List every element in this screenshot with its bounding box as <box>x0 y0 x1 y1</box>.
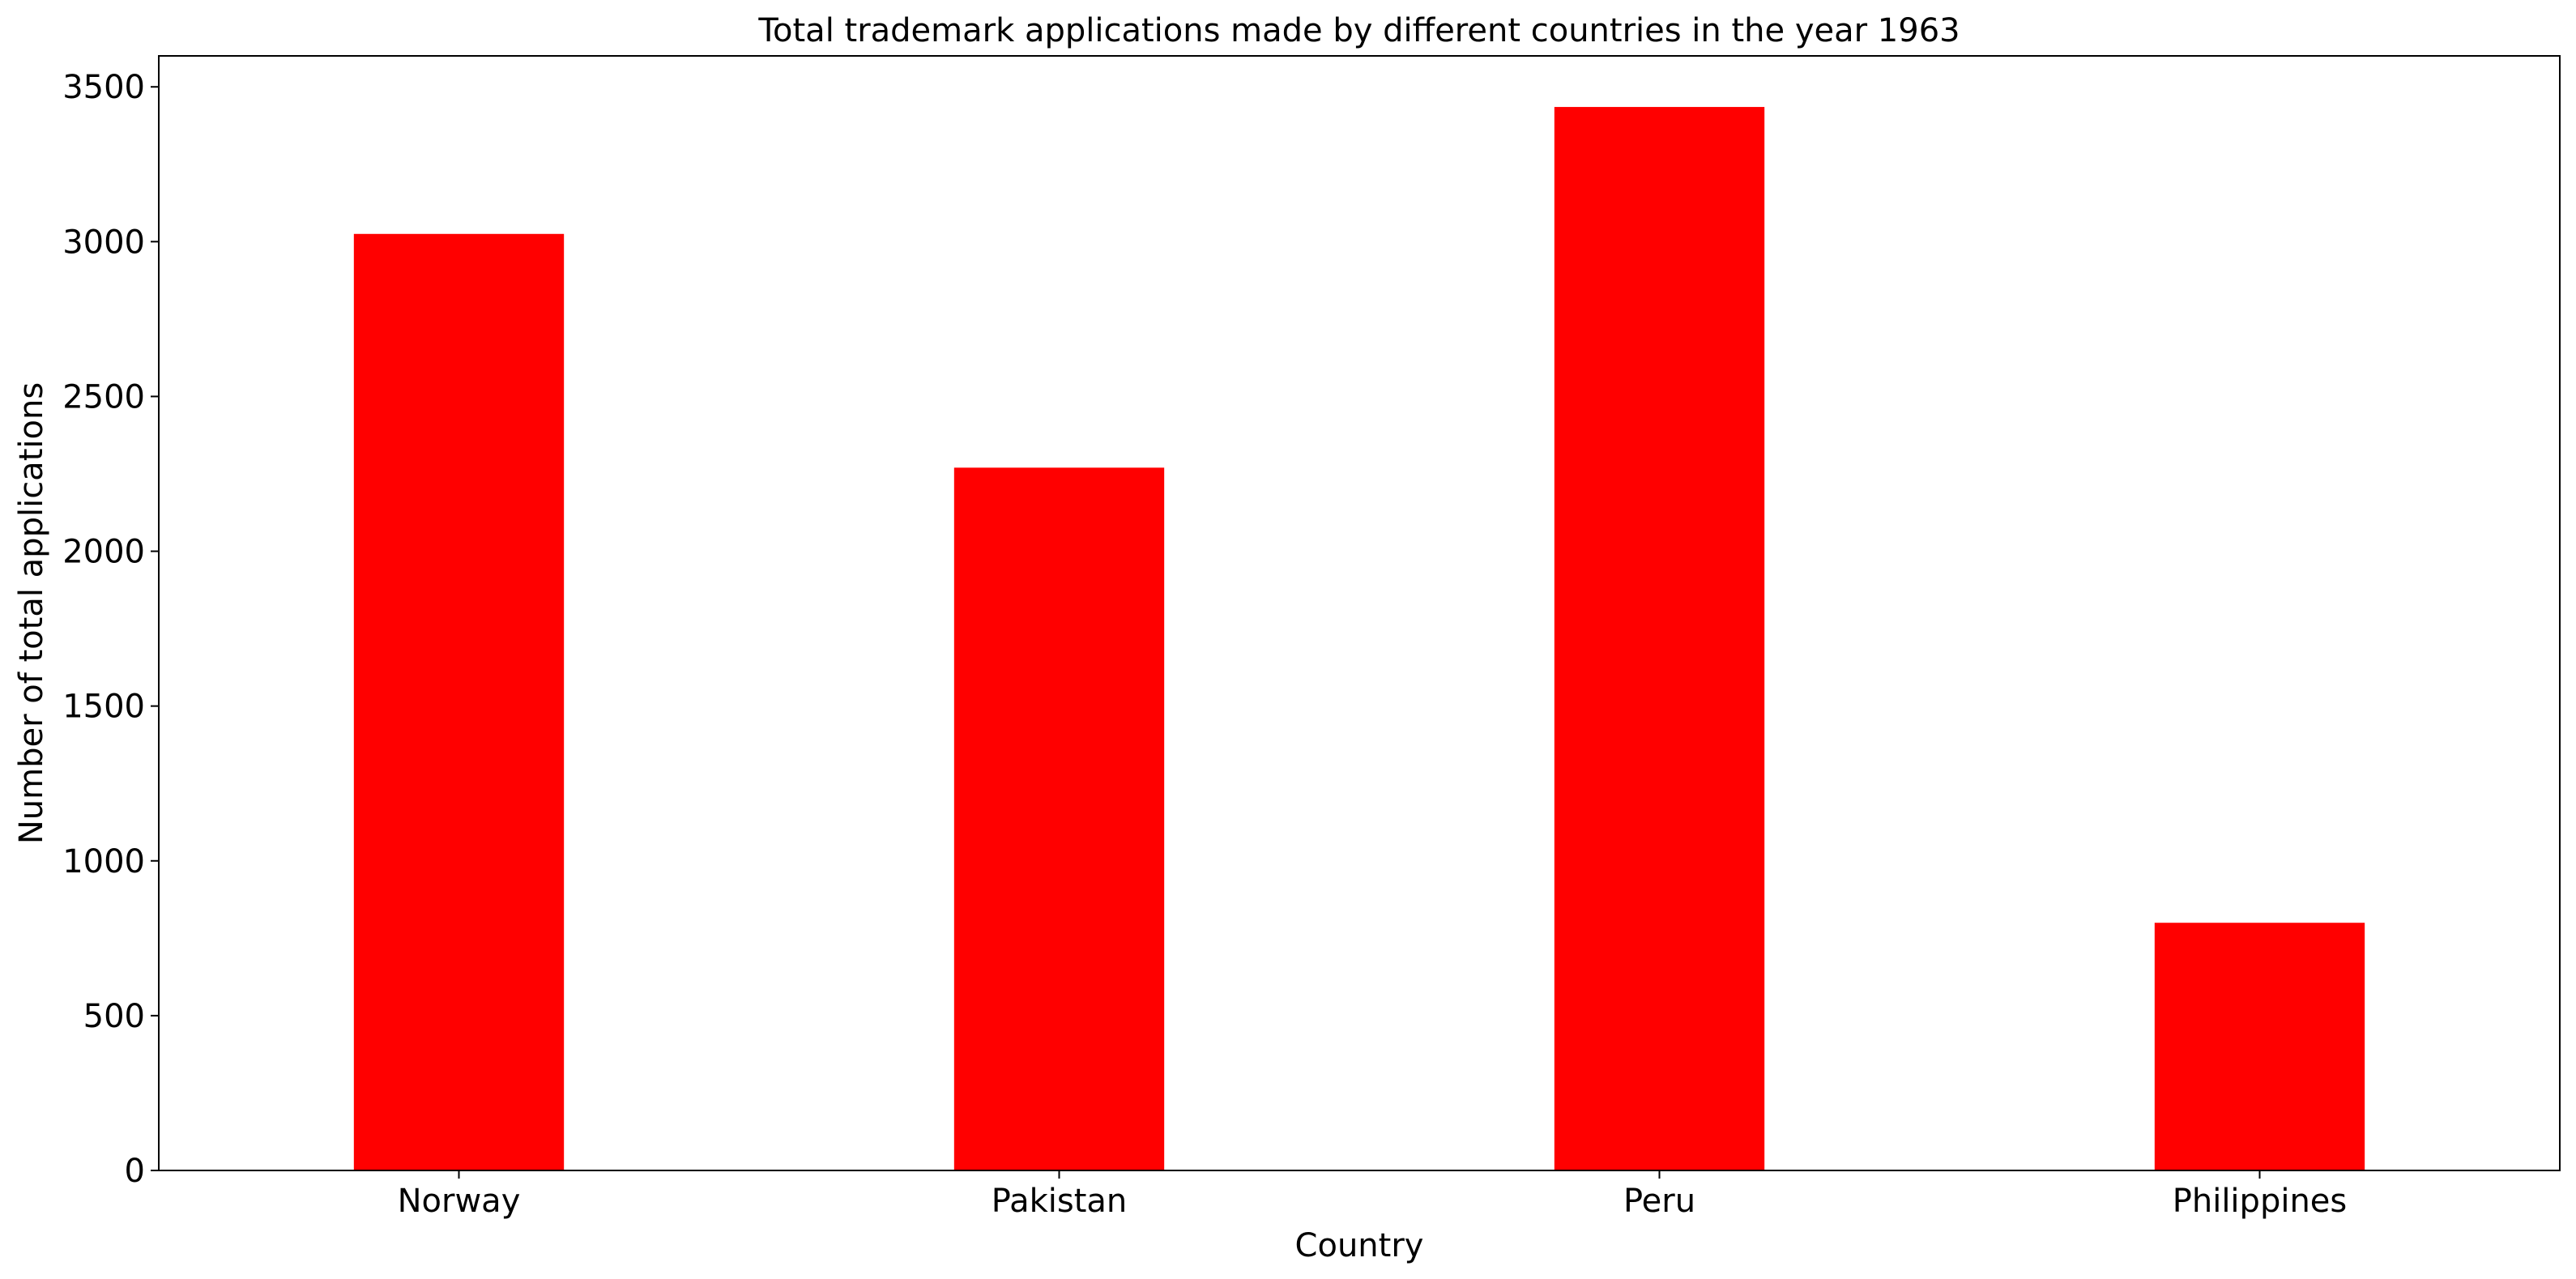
x-tick-label: Peru <box>1623 1183 1695 1220</box>
x-tick-label: Philippines <box>2173 1183 2348 1220</box>
bars-group <box>353 107 2365 1171</box>
x-axis-ticks: Norway Pakistan Peru Philippines <box>398 1170 2348 1220</box>
y-tick-label: 1000 <box>62 843 145 880</box>
x-axis-title: Country <box>1295 1227 1424 1264</box>
bar-pakistan <box>953 467 1165 1170</box>
chart-title: Total trademark applications made by dif… <box>757 12 1960 49</box>
y-tick-label: 3000 <box>62 224 145 261</box>
y-tick-label: 2500 <box>62 378 145 416</box>
x-tick-label: Norway <box>398 1183 521 1220</box>
y-axis-title: Number of total applications <box>13 382 50 844</box>
y-tick-label: 500 <box>83 998 145 1035</box>
x-tick-label: Pakistan <box>992 1183 1128 1220</box>
y-axis-ticks: 0 500 1000 1500 2000 2500 3000 3500 <box>62 69 159 1190</box>
y-tick-label: 3500 <box>62 69 145 106</box>
y-tick-label: 2000 <box>62 534 145 571</box>
y-tick-label: 1500 <box>62 689 145 726</box>
bar-peru <box>1554 107 1765 1171</box>
bar-norway <box>353 233 565 1170</box>
bar-philippines <box>2154 923 2365 1170</box>
y-tick-label: 0 <box>125 1153 145 1190</box>
plot-frame <box>158 55 2561 1171</box>
